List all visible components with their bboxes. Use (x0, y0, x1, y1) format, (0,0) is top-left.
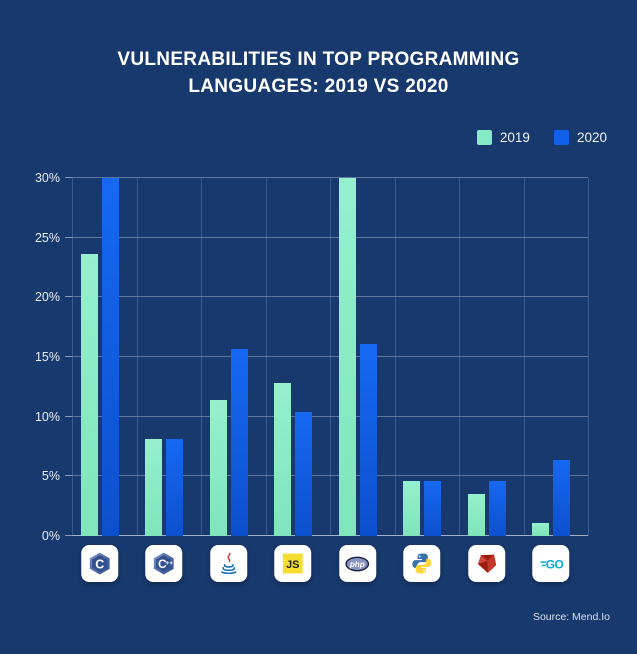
category-python (390, 545, 455, 582)
gridline-x-6 (459, 178, 460, 536)
bar-group-php (330, 178, 395, 536)
go-language-icon: GO (532, 545, 570, 582)
c-language-icon: C (81, 545, 118, 582)
gridline-x-8 (588, 178, 589, 536)
gridline-x-4 (330, 178, 331, 536)
category-c: C (67, 545, 132, 582)
page-title-line-1: VULNERABILITIES IN TOP PROGRAMMING (117, 49, 520, 70)
bar-group-python (395, 178, 460, 536)
svg-text:php: php (349, 559, 365, 568)
gridline-y-10% (72, 415, 588, 417)
bar-2020-java (230, 348, 248, 536)
y-axis-label-25%: 25% (34, 230, 60, 245)
gridline-x-3 (265, 178, 267, 536)
y-axis-label-15%: 15% (34, 350, 60, 364)
category-cpp: C ++ (132, 545, 197, 582)
javascript-language-icon: JS (274, 545, 312, 582)
legend-item-2019: 2019 (476, 130, 530, 145)
gridline-y-20% (72, 296, 588, 298)
y-axis-label-20%: 20% (34, 290, 60, 305)
svg-text:JS: JS (286, 559, 299, 571)
bar-2019-php (338, 178, 356, 536)
svg-text:C: C (158, 557, 167, 571)
cpp-language-icon: C ++ (145, 545, 183, 582)
legend-label-2019: 2019 (499, 130, 530, 145)
y-tick-5% (65, 475, 72, 477)
gridline-x-5 (394, 178, 396, 536)
bar-group-js (266, 178, 331, 536)
bar-group-java (201, 178, 266, 536)
bar-2020-cpp (166, 439, 183, 536)
gridline-y-5% (72, 475, 588, 477)
y-tick-25% (65, 236, 72, 238)
bar-2020-python (424, 481, 441, 536)
gridline-x-7 (523, 178, 525, 536)
page-title-line-2: LANGUAGES: 2019 VS 2020 (188, 76, 449, 97)
bar-2019-ruby (467, 494, 485, 536)
gridline-x-1 (136, 178, 138, 536)
category-js: JS (261, 545, 326, 582)
bar-group-go (524, 178, 589, 536)
bar-2020-c (101, 178, 119, 536)
ruby-language-icon (468, 545, 505, 582)
java-language-icon (210, 545, 247, 582)
gridline-x-0 (72, 178, 73, 536)
category-ruby (454, 545, 519, 582)
y-tick-30% (65, 177, 72, 178)
bar-2020-php (359, 343, 377, 536)
category-java (196, 545, 261, 582)
y-tick-20% (65, 296, 72, 298)
python-language-icon (403, 545, 441, 582)
legend-label-2020: 2020 (576, 130, 607, 145)
php-language-icon: php (339, 545, 376, 582)
legend-swatch-2020 (553, 130, 569, 145)
y-axis-label-5%: 5% (41, 469, 60, 484)
x-axis-icons: C C ++ (67, 545, 583, 582)
svg-text:++: ++ (165, 560, 173, 567)
bar-2019-python (403, 481, 420, 536)
legend-swatch-2019 (476, 130, 492, 145)
y-tick-15% (65, 356, 72, 357)
source-credit: Source: Mend.Io (532, 611, 610, 623)
bar-group-ruby (459, 178, 524, 536)
bar-2019-js (274, 383, 291, 536)
y-axis-label-10%: 10% (34, 409, 60, 424)
svg-text:GO: GO (546, 557, 564, 571)
bar-2020-js (295, 411, 312, 536)
bar-2019-java (209, 399, 227, 536)
bar-2020-go (553, 459, 570, 536)
gridline-y-15% (72, 356, 588, 357)
bar-group-cpp (137, 178, 202, 536)
y-axis-label-0%: 0% (41, 529, 60, 543)
legend: 2019 2020 (476, 130, 607, 145)
bar-2019-c (80, 254, 98, 536)
y-tick-0% (65, 535, 72, 536)
gridline-y-25% (72, 236, 588, 238)
category-go: GO (519, 545, 584, 582)
y-tick-10% (65, 415, 72, 417)
plot-area: 0% 5% 10% 15% 20% 25% 30% (35, 171, 589, 543)
y-axis-label-30%: 30% (34, 171, 60, 185)
bar-2020-ruby (488, 481, 506, 536)
bar-group-c (72, 178, 137, 536)
page-title: VULNERABILITIES IN TOP PROGRAMMING LANGU… (0, 46, 637, 100)
gridline-y-0% (72, 535, 588, 536)
legend-item-2020: 2020 (553, 130, 607, 145)
gridline-y-30% (72, 177, 588, 178)
svg-text:C: C (95, 557, 104, 571)
bar-2019-go (532, 522, 549, 536)
gridline-x-2 (201, 178, 202, 536)
bar-2019-cpp (145, 439, 162, 536)
category-php: php (325, 545, 390, 582)
